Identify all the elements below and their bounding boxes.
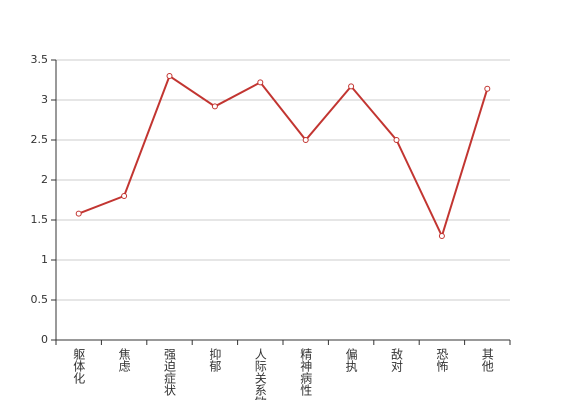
point xyxy=(393,137,400,143)
x-tick-label: 精神病性 xyxy=(299,348,313,397)
y-tick-label: 1.5 xyxy=(31,213,49,226)
x-tick-label: 强迫症状 xyxy=(163,348,177,396)
x-tick-label: 其他 xyxy=(480,348,494,372)
point xyxy=(484,85,491,92)
y-tick-label: 2 xyxy=(41,173,48,186)
x-tick-label: 偏执 xyxy=(344,347,358,373)
point xyxy=(348,83,355,90)
point xyxy=(211,103,218,110)
y-tick-label: 3.5 xyxy=(31,53,49,66)
y-tick-label: 0 xyxy=(41,333,48,346)
point xyxy=(302,137,309,143)
x-tick-label: 抑郁 xyxy=(208,347,222,373)
point xyxy=(166,73,173,79)
y-tick-label: 0.5 xyxy=(31,293,49,306)
y-tick-label: 1 xyxy=(41,253,48,266)
x-tick-label: 人际关系敏感 xyxy=(253,348,267,400)
x-tick-label: 恐怖 xyxy=(435,348,449,372)
point xyxy=(438,233,445,239)
point xyxy=(121,193,128,199)
x-tick-label: 躯体化 xyxy=(72,347,86,385)
y-tick-label: 3 xyxy=(41,93,48,106)
x-tick-label: 敌对 xyxy=(390,347,404,372)
point xyxy=(75,210,82,217)
line xyxy=(78,74,489,239)
y-tick-label: 2.5 xyxy=(31,133,49,146)
x-tick-label: 焦虑 xyxy=(117,348,131,372)
point xyxy=(257,79,264,86)
